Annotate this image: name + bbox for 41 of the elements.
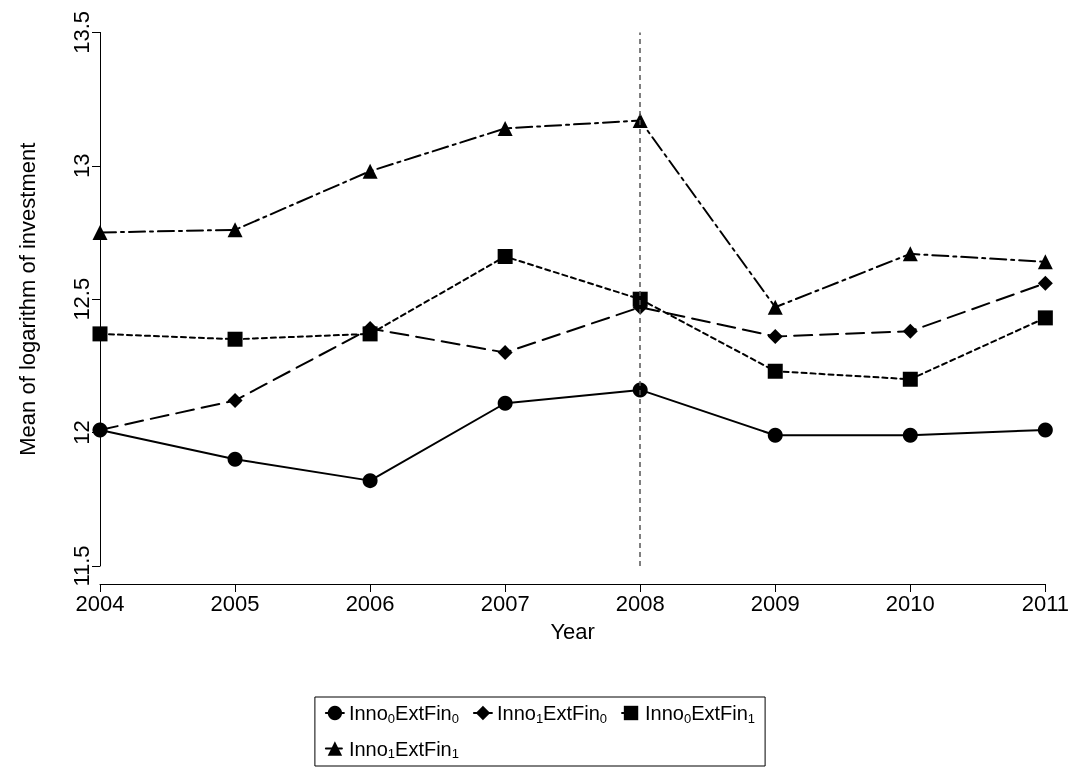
point xyxy=(362,163,378,179)
point xyxy=(497,345,513,361)
y-tick-label: 13 xyxy=(68,153,94,179)
x-tick-label: 2004 xyxy=(75,590,125,616)
x-tick-label: 2006 xyxy=(345,590,395,616)
point xyxy=(227,451,243,467)
point xyxy=(1037,310,1053,326)
point xyxy=(227,331,243,347)
x-tick-label: 2011 xyxy=(1021,590,1069,616)
y-tick-label: 12 xyxy=(68,420,94,445)
x-tick-label: 2008 xyxy=(615,590,665,616)
point xyxy=(497,120,513,136)
point xyxy=(767,363,783,379)
point xyxy=(227,393,243,409)
y-tick-label: 12.5 xyxy=(68,277,94,321)
point xyxy=(1037,254,1053,270)
y-axis-title: Mean of logarithm of investment xyxy=(14,142,40,456)
point xyxy=(767,427,783,443)
point xyxy=(902,371,918,387)
x-tick-label: 2009 xyxy=(750,590,800,616)
point xyxy=(362,473,378,489)
y-tick-label: 13.5 xyxy=(68,11,94,54)
point xyxy=(497,249,513,265)
y-tick-label: 11.5 xyxy=(68,545,94,587)
point xyxy=(632,291,648,307)
x-tick-label: 2010 xyxy=(885,590,935,616)
x-tick-label: 2007 xyxy=(480,590,530,616)
x-axis-title: Year xyxy=(550,618,595,644)
point xyxy=(497,395,513,411)
point xyxy=(92,225,108,241)
point xyxy=(92,326,108,342)
point xyxy=(227,222,243,238)
point xyxy=(767,299,783,315)
point xyxy=(902,246,918,262)
point xyxy=(902,427,918,443)
point xyxy=(902,323,918,339)
point xyxy=(1037,275,1053,291)
point xyxy=(767,329,783,345)
x-tick-label: 2005 xyxy=(210,590,260,616)
point xyxy=(362,326,378,342)
point xyxy=(1037,422,1053,438)
